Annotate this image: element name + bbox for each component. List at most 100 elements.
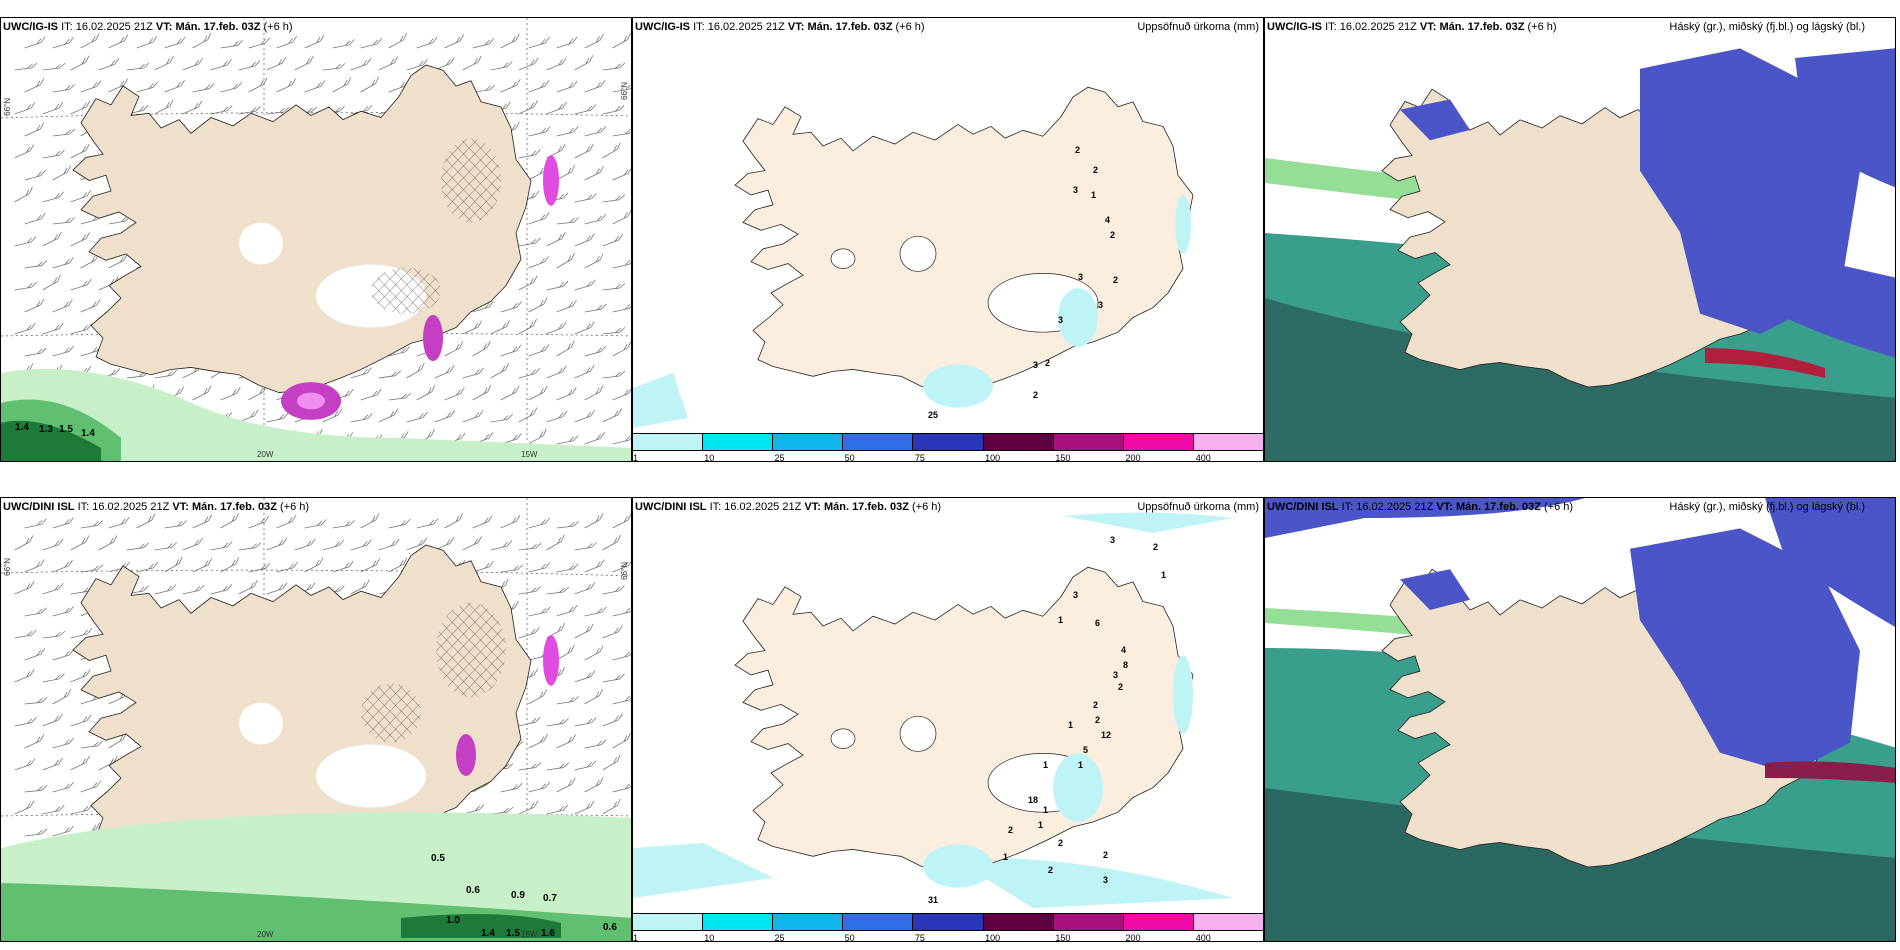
colorbar-swatch [1193, 914, 1263, 930]
wind-barb [377, 408, 399, 423]
wind-barb [546, 277, 569, 294]
wind-barb [248, 559, 271, 576]
wind-map-panel-row1: 1.4 1.3 1.5 1.4 UWC/IG-IS IT: 16.02.2025 21… [0, 17, 632, 462]
wind-barb [68, 55, 91, 71]
wind-barb [602, 189, 626, 207]
wind-barb [602, 581, 625, 598]
wind-barb [322, 537, 345, 553]
wind-barb [42, 625, 66, 644]
wind-barb [612, 691, 631, 707]
colorbar-tick-label: 150 [1055, 453, 1071, 463]
colorbar-tick-label: 150 [1055, 933, 1071, 943]
wind-barb [545, 321, 568, 335]
wind-barb [610, 513, 631, 529]
wind-barb [192, 79, 215, 96]
wind-barb [40, 274, 63, 291]
wind-barb [526, 385, 549, 401]
wind-barb [266, 409, 289, 426]
wind-barb [582, 688, 605, 705]
wind-barb [518, 625, 540, 640]
wind-barb [443, 34, 465, 49]
lon-label-15w: 15W [521, 450, 538, 459]
precip-value-label: 1 [1043, 760, 1048, 770]
wind-barb [556, 603, 578, 618]
precip-value-label: 3 [1103, 875, 1108, 885]
precip-colorbar [632, 913, 1264, 931]
wind-barb [574, 713, 597, 730]
wind-barb [80, 515, 104, 533]
wind-barb [516, 275, 539, 291]
precip-value-label: 1 [1003, 852, 1008, 862]
precip-value-label: 2 [1075, 145, 1080, 155]
lat-label-right: 66°N [620, 562, 629, 580]
wind-barb [266, 537, 288, 551]
precip-value-label: 4 [1105, 215, 1110, 225]
precip-value-label: 2 [1118, 682, 1123, 692]
wind-barb [181, 100, 204, 115]
wind-barb [584, 559, 606, 573]
colorbar-swatch [983, 434, 1054, 450]
panel-header: UWC/IG-IS IT: 16.02.2025 21Z VT: Mán. 17… [635, 21, 925, 33]
wind-barb [293, 55, 315, 71]
wind-barb [70, 321, 93, 337]
wind-barb [248, 515, 270, 529]
wind-barb [518, 145, 541, 162]
wind-barb [23, 298, 46, 313]
wind-barb [78, 33, 101, 49]
wind-speed-label: 0.7 [543, 893, 557, 904]
precip-value-label: 2 [1058, 838, 1063, 848]
precip-value-label: 1 [1161, 570, 1166, 580]
wind-barb [602, 713, 624, 727]
precip-value-label: 4 [1121, 645, 1126, 655]
precip-value-label: 2 [1033, 390, 1038, 400]
colorbar-tick-label: 50 [844, 453, 855, 463]
wind-barb [153, 55, 175, 71]
wind-barb [516, 318, 539, 335]
wind-barb [544, 622, 567, 639]
wind-barb [275, 514, 298, 529]
wind-barb [136, 559, 159, 575]
wind-barb [220, 35, 244, 53]
precip-value-label: 2 [1093, 700, 1098, 710]
precip-value-label: 2 [1153, 542, 1158, 552]
wind-barb [14, 321, 36, 336]
wind-barb [182, 581, 205, 598]
colorbar-tick-label: 200 [1125, 933, 1141, 943]
wind-barb [13, 580, 36, 595]
precip-title: Uppsöfnuð úrkoma (mm) [1137, 21, 1259, 33]
precip-colorbar [632, 433, 1264, 451]
precip-map-panel-row2: 3 2 1 3 1 6 4 8 3 2 2 2 12 1 5 1 1 18 1 1 2 2 2 1 2 3 31 UWC/DINI … [632, 497, 1264, 942]
wind-barb [14, 57, 38, 76]
wind-barb [556, 35, 578, 50]
iceland-land [734, 86, 1194, 394]
wind-barb [517, 100, 539, 115]
wind-barb [612, 299, 631, 316]
colorbar-swatch [913, 914, 984, 930]
precip-value-label: 3 [1098, 300, 1103, 310]
wind-speed-label: 1.0 [446, 915, 460, 926]
wind-barb [612, 255, 631, 272]
wind-barb [602, 365, 626, 384]
wind-barb [220, 79, 243, 95]
wind-barb [52, 735, 75, 751]
wind-barb [14, 233, 37, 249]
wind-barb [52, 211, 76, 230]
wind-barb [600, 754, 623, 771]
wind-barb [584, 79, 606, 93]
wind-barb [210, 581, 233, 597]
precip-value-label: 3 [1058, 315, 1063, 325]
wind-barb [210, 101, 233, 118]
wind-barb [52, 343, 75, 359]
precip-value-label: 2 [1113, 275, 1118, 285]
wind-barb [602, 233, 624, 247]
wind-barb [276, 35, 298, 49]
colorbar-swatch [983, 914, 1054, 930]
wind-barb [52, 559, 74, 573]
wind-barb [582, 777, 605, 793]
wind-barb [572, 623, 595, 639]
cloud-title: Háský (gr.), miðský (fj.bl.) og lágský (… [1669, 501, 1865, 513]
wind-barb [518, 233, 541, 251]
precip-value-label: 1 [1078, 760, 1083, 770]
wind-barb [528, 779, 551, 795]
wind-barb [69, 143, 91, 159]
